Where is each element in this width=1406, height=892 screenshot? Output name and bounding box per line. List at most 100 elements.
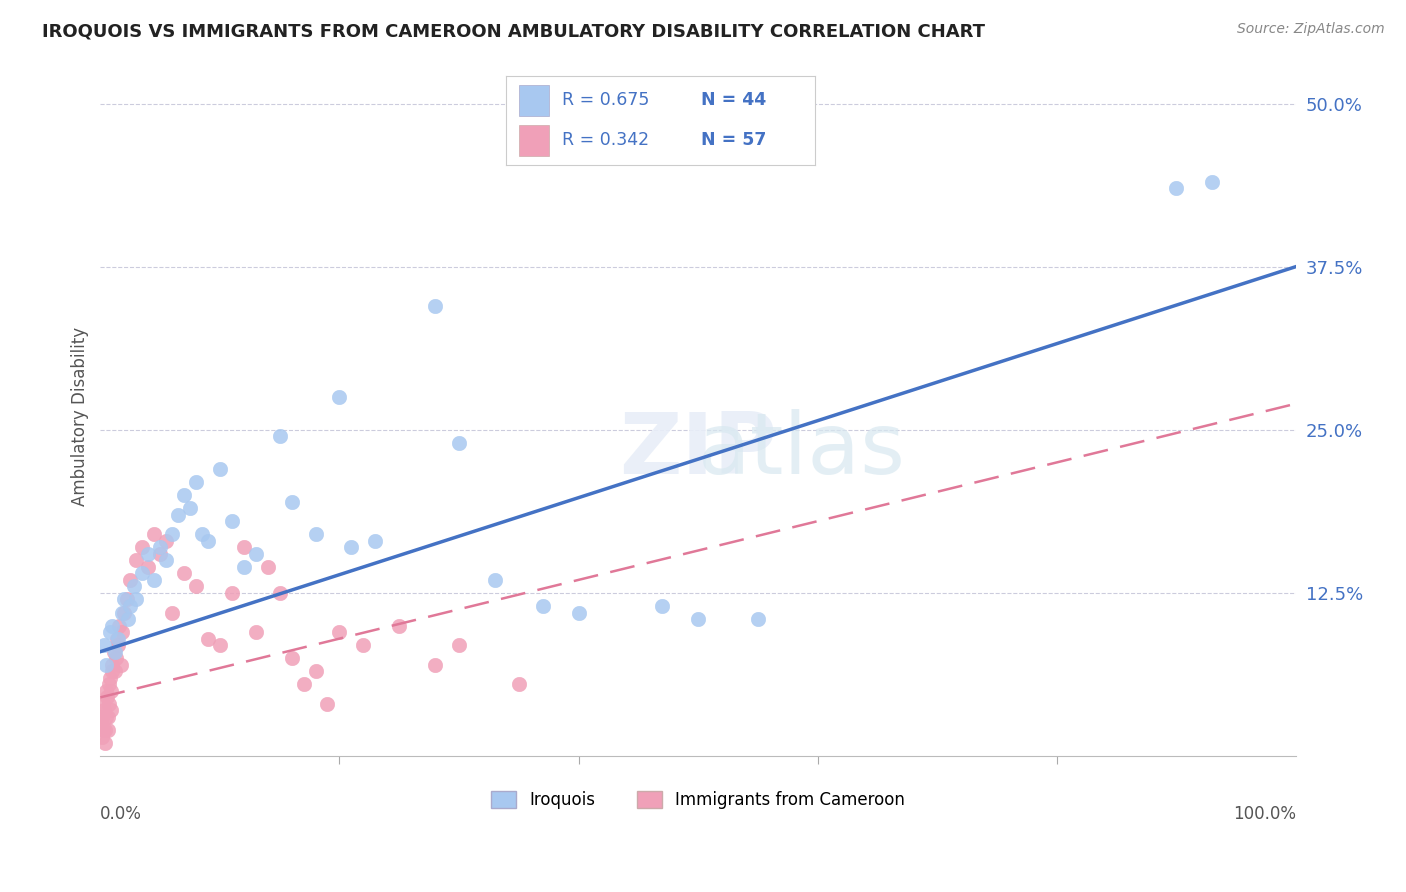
Text: 0.0%: 0.0% <box>100 805 142 822</box>
Point <box>508 677 530 691</box>
Point <box>651 599 673 613</box>
Point <box>316 697 339 711</box>
Point <box>340 541 363 555</box>
Point <box>96 710 118 724</box>
Point <box>110 657 132 672</box>
Point <box>125 592 148 607</box>
Point <box>96 683 118 698</box>
Point <box>747 612 769 626</box>
Point <box>364 533 387 548</box>
Point <box>122 579 145 593</box>
Point <box>256 559 278 574</box>
Y-axis label: Ambulatory Disability: Ambulatory Disability <box>72 327 89 507</box>
Point <box>184 579 207 593</box>
Point <box>105 632 128 646</box>
Point <box>91 730 114 744</box>
Point <box>112 592 135 607</box>
Point <box>91 723 114 737</box>
Point <box>191 527 214 541</box>
Point <box>104 665 127 679</box>
Point <box>90 716 112 731</box>
Point <box>96 657 118 672</box>
Point <box>98 625 121 640</box>
Point <box>160 527 183 541</box>
Point <box>423 657 446 672</box>
Text: N = 57: N = 57 <box>702 131 766 149</box>
Point <box>208 462 231 476</box>
Text: R = 0.675: R = 0.675 <box>562 91 650 109</box>
Point <box>269 586 291 600</box>
Text: ZIP: ZIP <box>619 409 778 492</box>
Point <box>484 573 506 587</box>
Point <box>103 645 125 659</box>
Point <box>115 592 138 607</box>
Point <box>90 710 112 724</box>
Point <box>423 299 446 313</box>
Point <box>167 508 190 522</box>
Point <box>91 697 114 711</box>
Point <box>131 566 153 581</box>
Point <box>97 677 120 691</box>
Point <box>100 683 122 698</box>
Point <box>232 541 254 555</box>
Point <box>120 573 142 587</box>
Point <box>136 559 159 574</box>
Point <box>292 677 315 691</box>
Point <box>101 657 124 672</box>
Point <box>304 665 326 679</box>
Point <box>131 541 153 555</box>
Point <box>107 638 129 652</box>
Point <box>221 514 243 528</box>
Point <box>352 638 374 652</box>
Text: R = 0.342: R = 0.342 <box>562 131 650 149</box>
Point <box>179 501 201 516</box>
Point <box>447 638 470 652</box>
Point <box>269 429 291 443</box>
Point <box>155 553 177 567</box>
Point <box>686 612 709 626</box>
Text: Source: ZipAtlas.com: Source: ZipAtlas.com <box>1237 22 1385 37</box>
Point <box>117 612 139 626</box>
Point <box>100 703 122 717</box>
Point <box>136 547 159 561</box>
Point <box>280 651 302 665</box>
Point <box>108 618 131 632</box>
Point <box>328 390 350 404</box>
Bar <box>519 125 550 156</box>
Bar <box>519 85 550 116</box>
Point <box>173 566 195 581</box>
Point <box>98 671 121 685</box>
Point <box>184 475 207 489</box>
Point <box>149 547 172 561</box>
Text: 100.0%: 100.0% <box>1233 805 1296 822</box>
Point <box>1166 181 1188 195</box>
Point <box>160 606 183 620</box>
Legend: Iroquois, Immigrants from Cameroon: Iroquois, Immigrants from Cameroon <box>484 784 912 815</box>
Point <box>93 638 115 652</box>
Point <box>93 703 115 717</box>
Point <box>245 547 267 561</box>
Point <box>149 541 172 555</box>
Point <box>93 736 115 750</box>
Point <box>197 632 219 646</box>
Point <box>107 632 129 646</box>
Point <box>221 586 243 600</box>
Point <box>104 651 127 665</box>
Point <box>208 638 231 652</box>
Point <box>447 435 470 450</box>
Point <box>111 625 134 640</box>
Point <box>96 690 118 705</box>
Point <box>111 606 134 620</box>
Point <box>94 723 117 737</box>
Text: atlas: atlas <box>697 409 905 492</box>
Point <box>143 573 166 587</box>
Point <box>328 625 350 640</box>
Point <box>173 488 195 502</box>
Text: N = 44: N = 44 <box>702 91 766 109</box>
Point <box>101 618 124 632</box>
Point <box>232 559 254 574</box>
Point <box>197 533 219 548</box>
Point <box>100 665 122 679</box>
Point <box>388 618 411 632</box>
Point <box>155 533 177 548</box>
